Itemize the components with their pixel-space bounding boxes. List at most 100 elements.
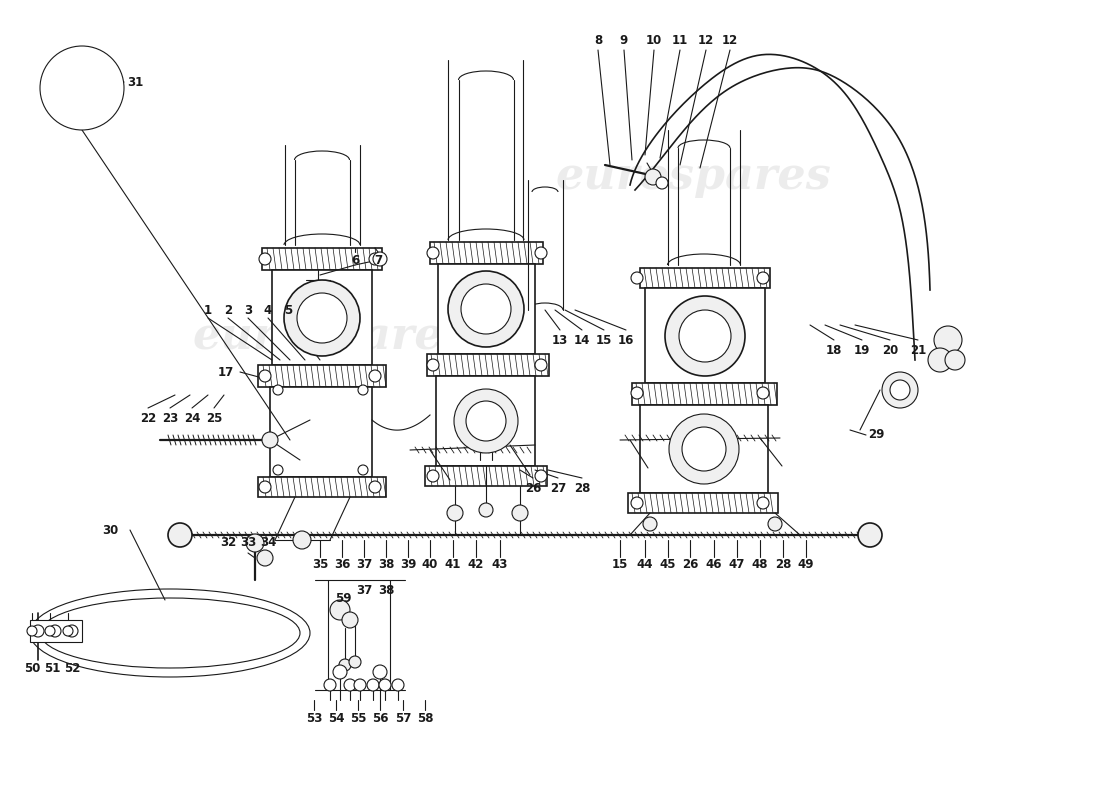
Circle shape xyxy=(368,481,381,493)
Circle shape xyxy=(284,280,360,356)
Circle shape xyxy=(666,296,745,376)
Circle shape xyxy=(330,600,350,620)
Text: 10: 10 xyxy=(646,34,662,46)
Circle shape xyxy=(368,253,381,265)
Circle shape xyxy=(367,679,380,691)
Circle shape xyxy=(934,326,962,354)
Circle shape xyxy=(373,665,387,679)
Text: 44: 44 xyxy=(637,558,653,571)
Text: 19: 19 xyxy=(854,343,870,357)
Circle shape xyxy=(63,626,73,636)
Text: 25: 25 xyxy=(206,411,222,425)
Text: 43: 43 xyxy=(492,558,508,571)
Text: 24: 24 xyxy=(184,411,200,425)
Circle shape xyxy=(333,665,346,679)
Text: 20: 20 xyxy=(882,343,898,357)
Text: eurospares: eurospares xyxy=(192,314,468,358)
Bar xyxy=(427,354,549,376)
Circle shape xyxy=(40,46,124,130)
Text: 18: 18 xyxy=(826,343,843,357)
Text: 55: 55 xyxy=(350,711,366,725)
Text: 38: 38 xyxy=(377,558,394,571)
Text: 57: 57 xyxy=(395,711,411,725)
Circle shape xyxy=(679,310,732,362)
Circle shape xyxy=(890,380,910,400)
Text: 38: 38 xyxy=(377,583,394,597)
Circle shape xyxy=(682,427,726,471)
Text: 6: 6 xyxy=(351,254,359,266)
Circle shape xyxy=(645,169,661,185)
Circle shape xyxy=(478,503,493,517)
Text: 34: 34 xyxy=(260,537,276,550)
Circle shape xyxy=(28,626,37,636)
Text: 32: 32 xyxy=(220,537,236,550)
Bar xyxy=(438,264,535,354)
Text: 11: 11 xyxy=(672,34,689,46)
Circle shape xyxy=(882,372,918,408)
Text: 28: 28 xyxy=(574,482,591,494)
Circle shape xyxy=(168,523,192,547)
Text: 56: 56 xyxy=(372,711,388,725)
Text: 40: 40 xyxy=(421,558,438,571)
Text: 59: 59 xyxy=(334,591,351,605)
Bar xyxy=(272,270,372,365)
Bar xyxy=(640,268,770,288)
Circle shape xyxy=(535,470,547,482)
Text: 23: 23 xyxy=(162,411,178,425)
Bar xyxy=(436,376,535,466)
Circle shape xyxy=(324,679,336,691)
Circle shape xyxy=(461,284,512,334)
Text: 53: 53 xyxy=(306,711,322,725)
Circle shape xyxy=(631,272,644,284)
Text: 13: 13 xyxy=(552,334,568,346)
Circle shape xyxy=(358,465,368,475)
Circle shape xyxy=(297,293,346,343)
Text: 21: 21 xyxy=(910,343,926,357)
Circle shape xyxy=(669,414,739,484)
Text: 14: 14 xyxy=(574,334,591,346)
Text: 15: 15 xyxy=(596,334,613,346)
Circle shape xyxy=(262,432,278,448)
Circle shape xyxy=(427,247,439,259)
Text: 7: 7 xyxy=(374,254,382,266)
Circle shape xyxy=(644,517,657,531)
Text: 27: 27 xyxy=(550,482,566,494)
Text: 37: 37 xyxy=(356,558,372,571)
Text: 16: 16 xyxy=(618,334,635,346)
Text: 29: 29 xyxy=(868,429,884,442)
Text: 50: 50 xyxy=(24,662,41,674)
Text: 12: 12 xyxy=(722,34,738,46)
Text: 35: 35 xyxy=(311,558,328,571)
Circle shape xyxy=(858,523,882,547)
Bar xyxy=(632,383,777,405)
Circle shape xyxy=(768,517,782,531)
Circle shape xyxy=(535,359,547,371)
Text: 2: 2 xyxy=(224,303,232,317)
Circle shape xyxy=(358,385,368,395)
Circle shape xyxy=(258,370,271,382)
Text: 33: 33 xyxy=(240,537,256,550)
Bar xyxy=(430,242,543,264)
Circle shape xyxy=(258,253,271,265)
Bar xyxy=(628,493,778,513)
Text: 22: 22 xyxy=(140,411,156,425)
Circle shape xyxy=(66,625,78,637)
Circle shape xyxy=(928,348,952,372)
Circle shape xyxy=(246,534,264,552)
Text: 51: 51 xyxy=(44,662,60,674)
Circle shape xyxy=(512,505,528,521)
Circle shape xyxy=(273,465,283,475)
Text: 37: 37 xyxy=(356,583,372,597)
Circle shape xyxy=(427,470,439,482)
Circle shape xyxy=(50,625,60,637)
Circle shape xyxy=(448,271,524,347)
Text: 58: 58 xyxy=(417,711,433,725)
Bar xyxy=(262,248,382,270)
Circle shape xyxy=(392,679,404,691)
Circle shape xyxy=(273,385,283,395)
Bar xyxy=(425,466,547,486)
Text: 47: 47 xyxy=(729,558,745,571)
Circle shape xyxy=(631,387,644,399)
Text: 36: 36 xyxy=(333,558,350,571)
Circle shape xyxy=(368,370,381,382)
